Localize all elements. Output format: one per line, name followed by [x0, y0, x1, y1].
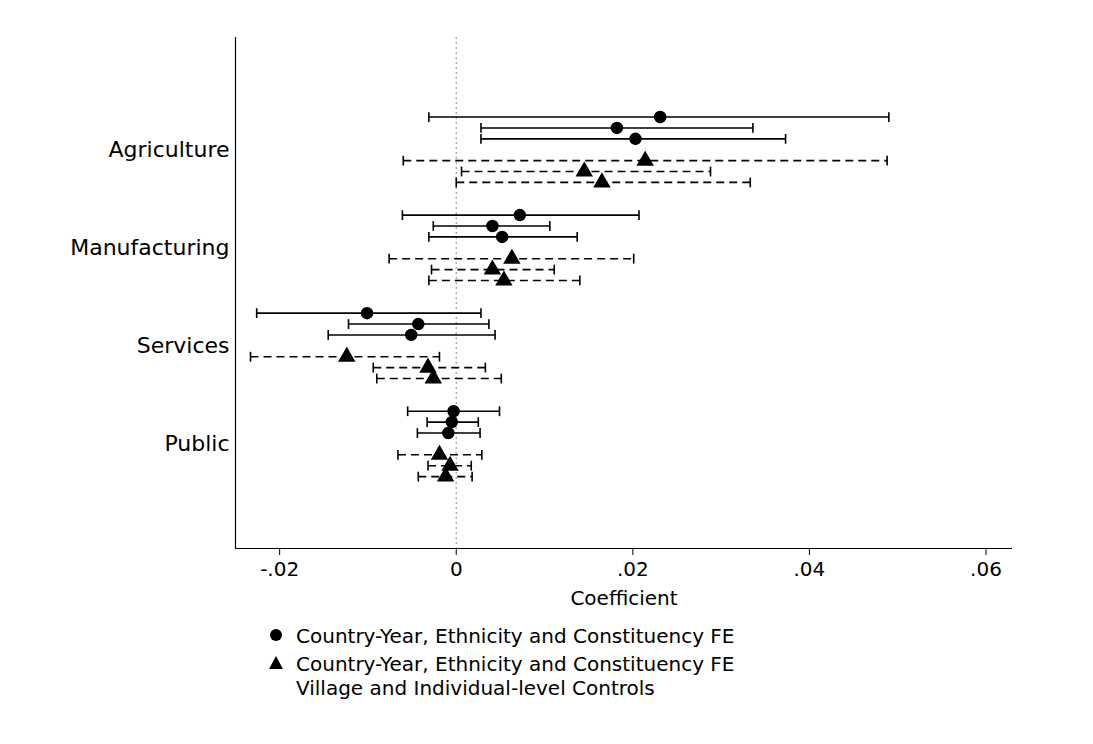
svg-text:.02: .02	[617, 557, 649, 581]
svg-text:.06: .06	[970, 557, 1002, 581]
svg-text:-.02: -.02	[260, 557, 299, 581]
svg-text:.04: .04	[794, 557, 826, 581]
svg-text:Public: Public	[164, 431, 229, 456]
svg-text:0: 0	[450, 557, 463, 581]
html-text:Country-Year, Ethnicity and Co: Country-Year, Ethnicity and Constituency…	[296, 652, 735, 700]
svg-text:Agriculture: Agriculture	[109, 137, 230, 162]
svg-text:Services: Services	[137, 333, 230, 358]
svg-text:Manufacturing: Manufacturing	[70, 235, 229, 260]
svg-text:Coefficient: Coefficient	[570, 586, 677, 610]
html-text:Country-Year, Ethnicity and Co: Country-Year, Ethnicity and Constituency…	[296, 624, 735, 648]
